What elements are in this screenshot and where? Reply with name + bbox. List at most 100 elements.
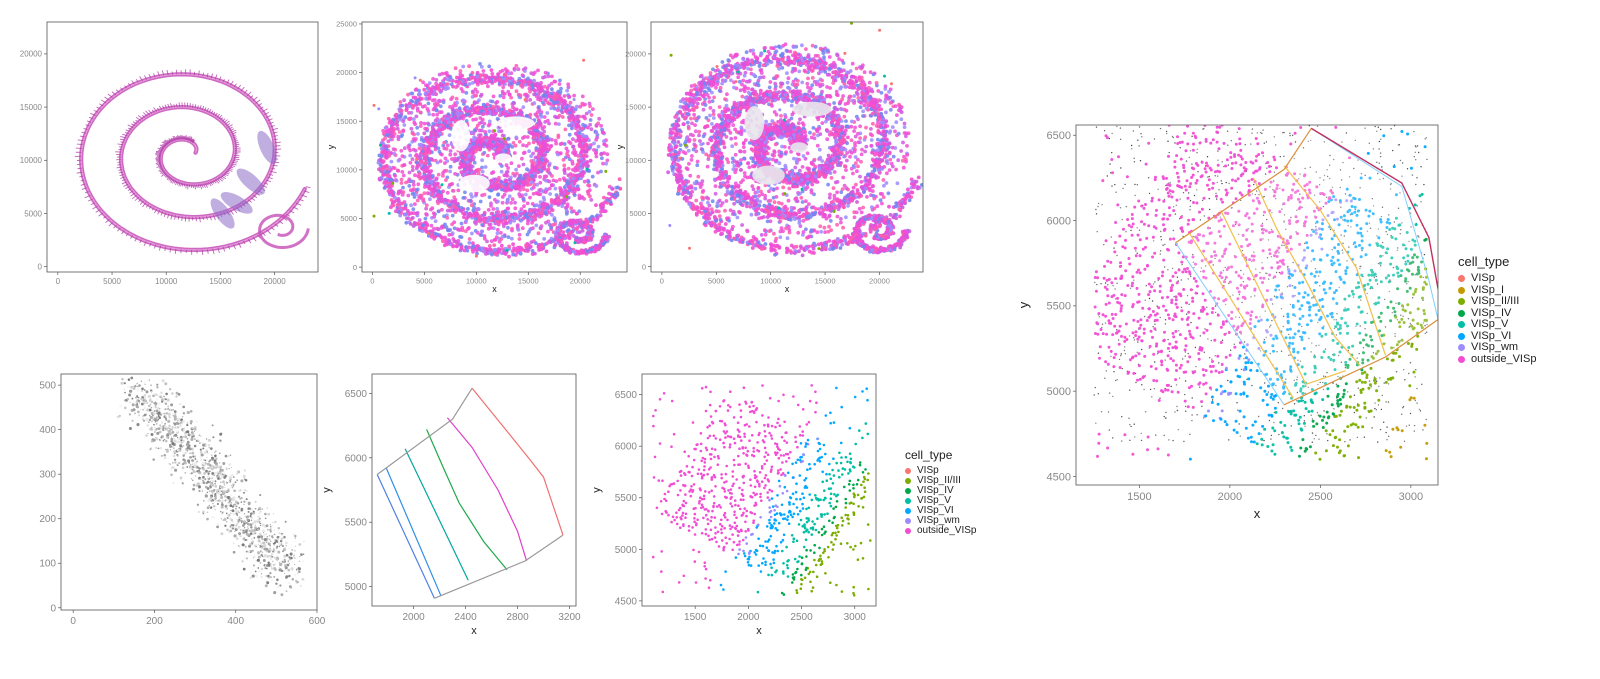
spot-point <box>465 167 469 172</box>
spot-point <box>523 92 527 97</box>
spot-point <box>396 191 401 196</box>
x-tick-label: 10000 <box>466 277 487 286</box>
tissue-villus <box>246 91 252 97</box>
spot-point <box>436 172 441 177</box>
spot-point <box>541 100 545 105</box>
spot-point <box>570 162 575 166</box>
spot-point <box>453 172 457 176</box>
spot-point <box>419 138 424 142</box>
spot-point <box>547 121 551 126</box>
spot-point <box>495 206 500 211</box>
spot-point <box>576 187 581 192</box>
spot-point <box>471 117 476 122</box>
y-tick-label: 15000 <box>336 117 357 126</box>
spot-point <box>411 104 416 108</box>
spot-point <box>511 181 515 186</box>
spot-point <box>463 190 467 195</box>
spot-point <box>533 168 537 173</box>
spot-point <box>492 247 497 252</box>
spot-point <box>478 106 483 110</box>
tissue-villus <box>176 135 180 140</box>
spot-point <box>562 94 567 98</box>
spot-point <box>479 65 484 69</box>
y-tick-label: 5000 <box>24 209 42 218</box>
spot-point <box>482 192 487 197</box>
spot-point <box>444 178 448 183</box>
spot-point <box>442 146 447 151</box>
spot-point <box>557 113 562 118</box>
tissue-villus <box>274 141 281 144</box>
spot-point <box>411 117 416 121</box>
spot-point <box>435 112 439 117</box>
spot-outlier <box>493 129 497 133</box>
spot-point <box>410 168 415 173</box>
spot-point <box>499 243 504 248</box>
tissue-villus <box>184 136 187 140</box>
spot-point <box>577 131 582 135</box>
spot-point <box>556 198 560 203</box>
spot-point <box>528 195 532 200</box>
spot-outlier <box>388 138 392 142</box>
spot-point <box>509 201 513 205</box>
spot-point <box>455 158 460 162</box>
tissue-villus <box>217 247 220 254</box>
tissue-villus <box>163 143 167 146</box>
spot-outlier <box>383 126 387 130</box>
spot-point <box>402 200 407 204</box>
spot-point <box>452 156 457 161</box>
spot-point <box>578 251 583 255</box>
spot-point <box>450 107 455 112</box>
spot-points <box>666 22 923 258</box>
tissue-villus <box>148 109 153 115</box>
spot-point <box>489 239 494 244</box>
spot-point <box>428 197 432 202</box>
spot-point <box>393 174 397 178</box>
spot-point <box>501 103 506 108</box>
spot-point <box>529 180 534 185</box>
spot-point <box>537 105 541 109</box>
tissue-villus <box>170 178 174 184</box>
spot-point <box>398 100 403 104</box>
tissue-villus <box>218 76 222 81</box>
spot-point <box>525 135 530 139</box>
tissue-villus <box>227 124 233 129</box>
tissue-patch <box>236 168 265 195</box>
spot-point <box>511 141 516 145</box>
spot-point <box>401 185 405 190</box>
tissue-villus <box>177 181 179 185</box>
spot-point <box>413 148 418 153</box>
tissue-villus <box>166 69 169 76</box>
spot-point <box>455 100 459 105</box>
tissue-villus <box>158 149 163 152</box>
spot-point <box>382 131 386 136</box>
spot-point <box>518 188 522 192</box>
tissue-villus <box>159 144 166 148</box>
spot-point <box>425 222 429 227</box>
spot-point <box>560 99 564 104</box>
spot-point <box>426 169 430 174</box>
tissue-villus <box>156 162 162 166</box>
spot-point <box>594 154 599 159</box>
spot-point <box>500 200 505 205</box>
spot-point <box>536 208 540 213</box>
spot-point <box>399 177 404 182</box>
tissue-villus <box>103 215 107 219</box>
tissue-villus <box>286 213 291 217</box>
spot-point <box>444 238 448 243</box>
spot-scatter-plot-1: 0 5000 10000 15000 2000005000100001500020000… <box>326 20 628 294</box>
tissue-villus <box>134 196 140 201</box>
tissue-villus <box>172 179 175 184</box>
spot-point <box>446 112 451 117</box>
spot-point <box>527 230 531 234</box>
tissue-villus <box>160 170 165 174</box>
spot-point <box>559 86 563 91</box>
spot-point <box>399 181 404 185</box>
spot-point <box>458 151 463 156</box>
spot-point <box>557 122 561 126</box>
spot-point <box>413 95 418 100</box>
spot-point <box>532 135 536 140</box>
tissue-villus <box>131 123 136 127</box>
spot-point <box>489 211 494 216</box>
tissue-villus <box>226 123 231 127</box>
spot-point <box>532 101 537 106</box>
